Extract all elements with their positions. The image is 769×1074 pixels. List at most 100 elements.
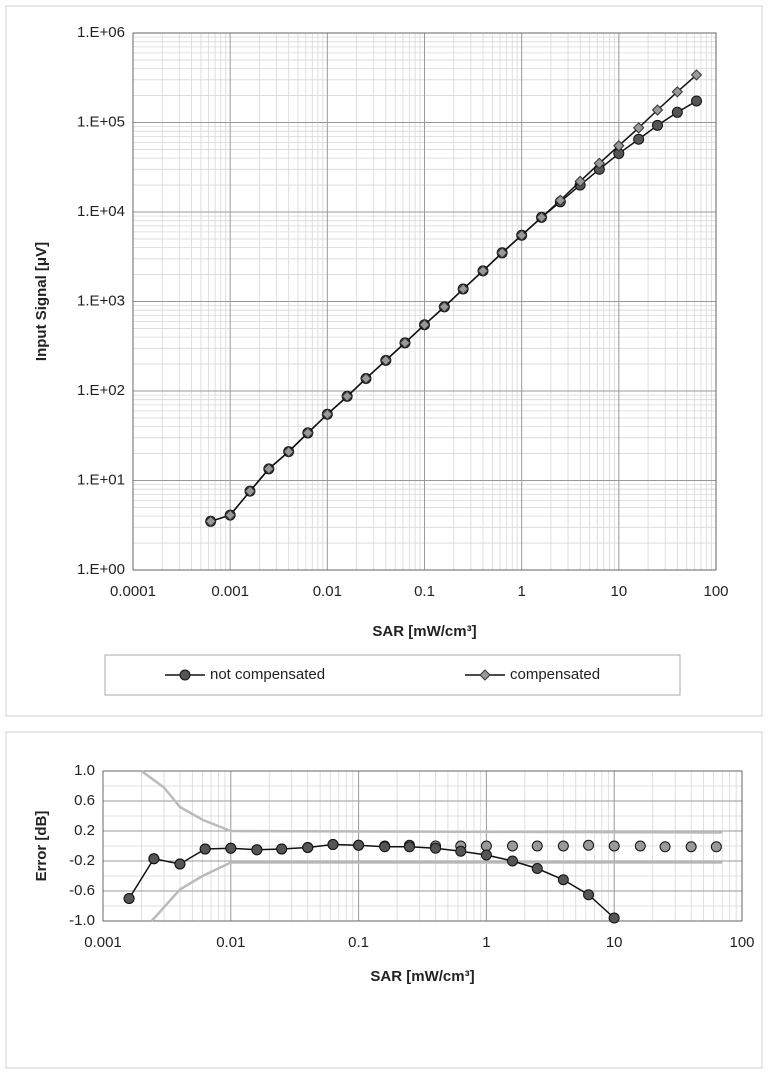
x-tick-label: 100 [703, 583, 728, 600]
data-point [251, 844, 263, 856]
legend-label: compensated [510, 666, 600, 683]
y-tick-label: 1.E+02 [77, 382, 125, 399]
data-point [457, 283, 469, 295]
y-tick-label: 1.E+00 [77, 561, 125, 578]
x-tick-label: 10 [606, 934, 623, 951]
y-tick-label: 0.6 [74, 792, 95, 809]
data-point [690, 69, 703, 81]
data-point [613, 140, 625, 152]
data-point [685, 841, 697, 853]
data-point [399, 337, 411, 349]
x-tick-label: 10 [610, 583, 627, 600]
data-point [276, 843, 288, 855]
data-point [583, 839, 595, 851]
data-point [302, 427, 314, 439]
x-tick-label: 0.01 [216, 934, 245, 951]
series-line [128, 843, 615, 919]
data-point [633, 133, 645, 145]
y-tick-label: 1.0 [74, 762, 95, 779]
y-axis-label: Input Signal [μV] [33, 242, 50, 361]
series-line [140, 769, 723, 834]
data-point [123, 893, 135, 904]
data-point [199, 843, 211, 855]
data-point [554, 194, 567, 207]
data-point [244, 485, 256, 497]
data-point [282, 445, 295, 458]
data-point [430, 842, 442, 854]
data-point [651, 119, 663, 131]
data-point [480, 849, 492, 861]
data-point [379, 841, 391, 853]
data-point [360, 372, 372, 385]
x-tick-label: 0.1 [348, 934, 369, 951]
x-tick-label: 0.1 [414, 583, 435, 600]
data-point [710, 841, 722, 853]
series-line [210, 74, 697, 523]
y-axis-label: Error [dB] [33, 811, 50, 882]
data-point [418, 319, 431, 331]
data-point [225, 842, 237, 854]
data-point [148, 853, 160, 865]
y-tick-label: -0.6 [69, 882, 95, 899]
data-point [557, 874, 569, 886]
y-tick-label: 0.2 [74, 822, 95, 839]
series-line [150, 861, 723, 922]
data-point [671, 86, 684, 98]
data-point [327, 839, 339, 850]
data-point [174, 858, 186, 870]
data-point [583, 889, 595, 901]
plot-area [102, 770, 743, 922]
y-tick-label: -0.2 [69, 852, 95, 869]
legend-label: not compensated [210, 666, 325, 683]
data-point [341, 390, 353, 403]
top-frame [5, 5, 763, 717]
data-point [531, 840, 543, 852]
data-point [608, 840, 620, 852]
data-point [302, 842, 314, 853]
data-point [455, 845, 467, 857]
data-point [531, 863, 543, 874]
x-tick-label: 0.0001 [110, 583, 156, 600]
data-point [671, 106, 683, 118]
legend-marker [479, 669, 491, 681]
x-tick-label: 0.001 [211, 583, 249, 600]
y-tick-label: 1.E+03 [77, 292, 125, 309]
x-tick-label: 1 [482, 934, 490, 951]
y-tick-label: 1.E+04 [77, 203, 125, 220]
data-point [691, 95, 703, 107]
x-axis-label: SAR [mW/cm³] [370, 968, 474, 985]
y-tick-label: -1.0 [69, 912, 95, 929]
data-point [593, 157, 606, 170]
legend-box [104, 654, 681, 696]
y-tick-label: 1.E+01 [77, 471, 125, 488]
data-point [380, 354, 392, 367]
data-point [224, 509, 236, 521]
data-point [557, 840, 569, 852]
data-point [659, 841, 671, 853]
x-tick-label: 0.001 [84, 934, 122, 951]
plot-area [132, 32, 717, 571]
data-point [496, 247, 508, 259]
data-point [403, 841, 415, 853]
data-point [535, 211, 548, 224]
data-point [506, 855, 518, 867]
x-axis-label: SAR [mW/cm³] [372, 623, 476, 640]
data-point [263, 463, 275, 475]
data-point [438, 301, 451, 313]
data-point [353, 839, 365, 851]
y-tick-label: 1.E+05 [77, 113, 125, 130]
data-point [477, 265, 489, 277]
data-point [632, 122, 645, 134]
x-tick-label: 0.01 [313, 583, 342, 600]
data-point [515, 229, 528, 241]
data-point [634, 840, 646, 852]
x-tick-label: 100 [729, 934, 754, 951]
data-point [651, 104, 664, 116]
data-point [506, 840, 518, 852]
legend-marker [179, 669, 191, 681]
y-tick-label: 1.E+06 [77, 24, 125, 41]
x-tick-label: 1 [517, 583, 525, 600]
data-point [321, 408, 334, 420]
